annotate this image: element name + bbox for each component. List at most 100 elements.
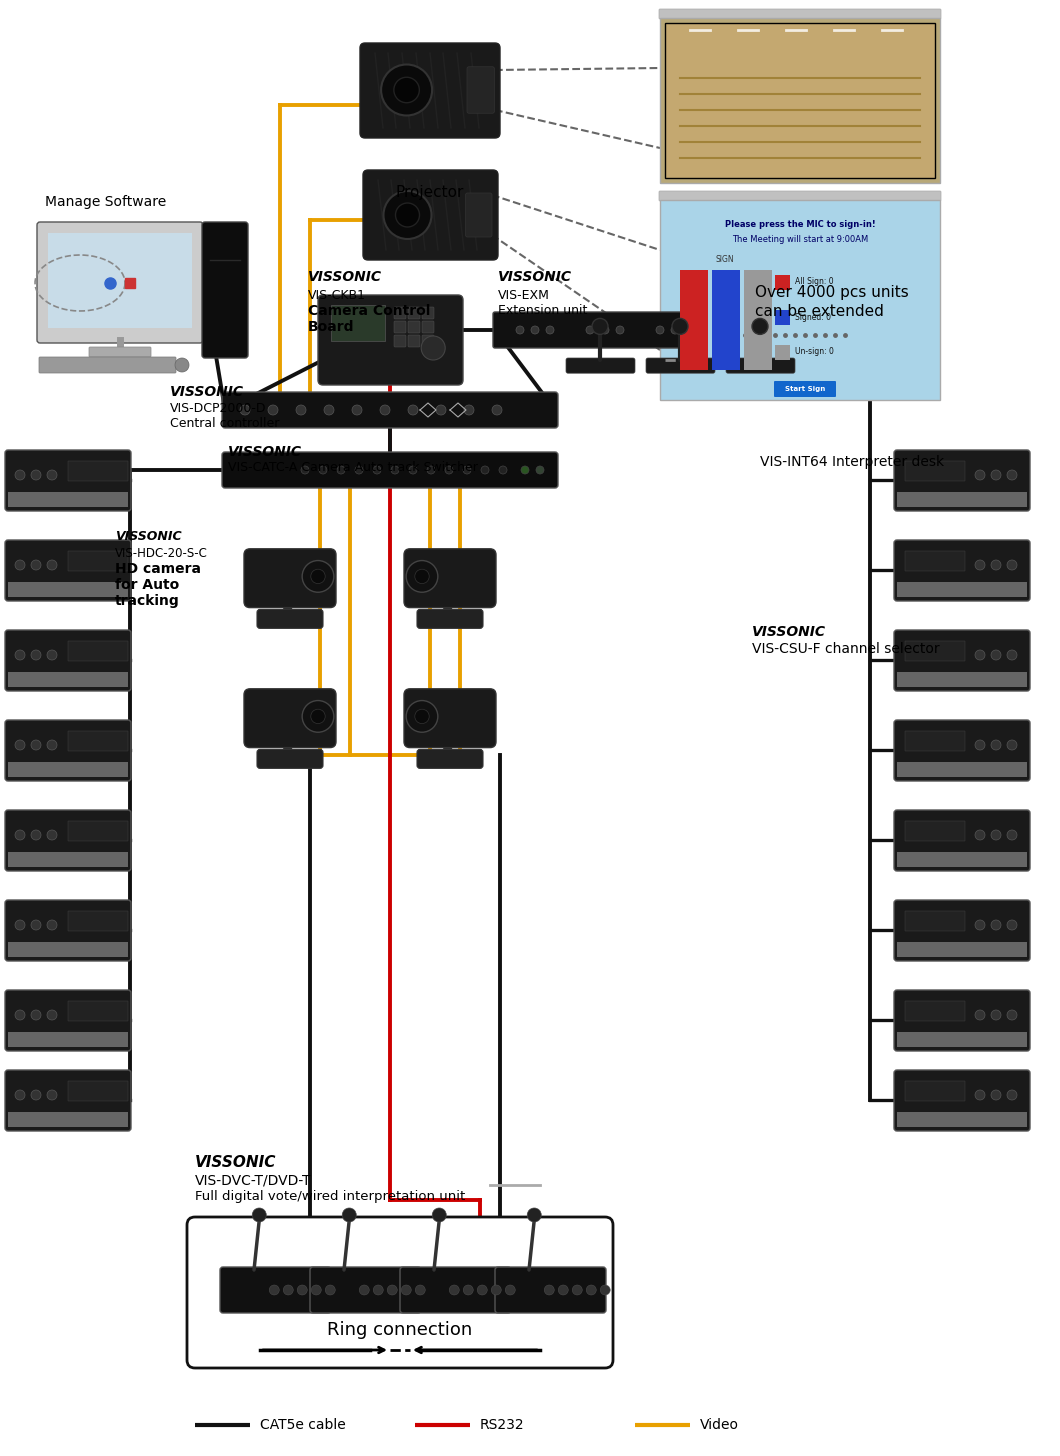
Circle shape [991, 1091, 1001, 1099]
FancyBboxPatch shape [363, 170, 498, 261]
FancyBboxPatch shape [5, 721, 131, 780]
Text: RS232: RS232 [480, 1418, 525, 1433]
FancyBboxPatch shape [774, 381, 836, 397]
FancyBboxPatch shape [68, 911, 128, 930]
FancyBboxPatch shape [408, 335, 420, 347]
FancyBboxPatch shape [8, 673, 128, 687]
Circle shape [373, 1286, 384, 1294]
Circle shape [1007, 561, 1017, 569]
Circle shape [752, 319, 768, 335]
Circle shape [324, 405, 334, 415]
Text: for Auto: for Auto [114, 578, 179, 593]
Circle shape [31, 920, 41, 930]
Text: Camera Control: Camera Control [308, 304, 430, 317]
Circle shape [586, 326, 594, 333]
Circle shape [47, 830, 57, 840]
FancyBboxPatch shape [660, 17, 940, 183]
FancyBboxPatch shape [660, 199, 940, 400]
Circle shape [449, 1286, 459, 1294]
Text: VIS-EXM: VIS-EXM [498, 288, 550, 301]
Circle shape [686, 326, 694, 333]
FancyBboxPatch shape [8, 852, 128, 866]
Circle shape [531, 326, 538, 333]
Circle shape [586, 1286, 596, 1294]
FancyBboxPatch shape [394, 320, 406, 333]
FancyBboxPatch shape [897, 852, 1027, 866]
Circle shape [445, 466, 453, 475]
FancyBboxPatch shape [897, 582, 1027, 597]
Text: VIS-DVC-T/DVD-T: VIS-DVC-T/DVD-T [195, 1174, 312, 1188]
Circle shape [252, 1208, 266, 1222]
Text: VISSONIC: VISSONIC [170, 384, 244, 399]
Text: Signed: 0: Signed: 0 [795, 313, 831, 322]
FancyBboxPatch shape [905, 1002, 965, 1021]
Circle shape [546, 326, 554, 333]
Text: Central controller: Central controller [170, 416, 280, 430]
Circle shape [991, 740, 1001, 750]
Circle shape [464, 405, 474, 415]
FancyBboxPatch shape [222, 392, 558, 428]
Circle shape [311, 569, 325, 584]
Circle shape [31, 1091, 41, 1099]
Circle shape [15, 1091, 25, 1099]
FancyBboxPatch shape [5, 450, 131, 511]
Circle shape [477, 1286, 488, 1294]
Circle shape [601, 326, 610, 333]
Circle shape [414, 709, 429, 724]
Circle shape [1007, 920, 1017, 930]
Text: Please press the MIC to sign-in!: Please press the MIC to sign-in! [725, 220, 876, 229]
Circle shape [325, 1286, 335, 1294]
Text: Un-sign: 0: Un-sign: 0 [795, 348, 834, 357]
Circle shape [432, 1208, 446, 1222]
Text: Ring connection: Ring connection [328, 1321, 473, 1340]
Text: VIS-HDC-20-S-C: VIS-HDC-20-S-C [114, 547, 208, 561]
Circle shape [337, 466, 344, 475]
Text: Board: Board [308, 320, 354, 333]
Circle shape [296, 405, 306, 415]
Circle shape [47, 740, 57, 750]
FancyBboxPatch shape [894, 900, 1030, 961]
Circle shape [1007, 1091, 1017, 1099]
Circle shape [975, 561, 985, 569]
Circle shape [47, 1010, 57, 1021]
FancyBboxPatch shape [187, 1217, 613, 1369]
Circle shape [387, 1286, 398, 1294]
FancyBboxPatch shape [905, 1080, 965, 1101]
FancyBboxPatch shape [68, 1002, 128, 1021]
FancyBboxPatch shape [408, 320, 420, 333]
Circle shape [31, 1010, 41, 1021]
FancyBboxPatch shape [68, 462, 128, 480]
Circle shape [492, 405, 502, 415]
Text: CAT5e cable: CAT5e cable [260, 1418, 346, 1433]
Circle shape [572, 1286, 582, 1294]
Text: VIS-CATC-A Camera Auto track Switcher: VIS-CATC-A Camera Auto track Switcher [228, 462, 478, 475]
Circle shape [975, 920, 985, 930]
Circle shape [31, 740, 41, 750]
Circle shape [991, 830, 1001, 840]
FancyBboxPatch shape [8, 942, 128, 957]
Circle shape [527, 1208, 542, 1222]
FancyBboxPatch shape [894, 721, 1030, 780]
Circle shape [283, 1286, 294, 1294]
FancyBboxPatch shape [744, 269, 772, 370]
Circle shape [991, 649, 1001, 660]
Circle shape [427, 466, 435, 475]
Circle shape [975, 1091, 985, 1099]
FancyBboxPatch shape [404, 689, 496, 747]
FancyBboxPatch shape [5, 900, 131, 961]
Circle shape [175, 358, 189, 371]
FancyBboxPatch shape [897, 492, 1027, 507]
FancyBboxPatch shape [646, 358, 716, 373]
Circle shape [975, 649, 985, 660]
Circle shape [355, 466, 363, 475]
FancyBboxPatch shape [37, 221, 204, 344]
Circle shape [536, 466, 544, 475]
Circle shape [991, 470, 1001, 480]
Circle shape [297, 1286, 307, 1294]
FancyBboxPatch shape [726, 358, 795, 373]
Circle shape [600, 1286, 611, 1294]
Text: HD camera: HD camera [114, 562, 201, 577]
FancyBboxPatch shape [89, 347, 151, 357]
FancyBboxPatch shape [8, 761, 128, 778]
Circle shape [31, 561, 41, 569]
